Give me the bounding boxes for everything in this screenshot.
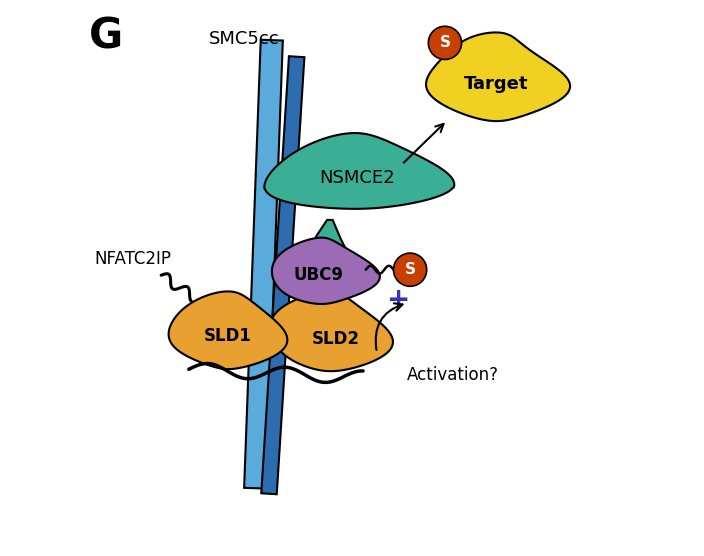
Polygon shape [310,220,355,281]
Text: +: + [387,286,410,314]
Text: SLD2: SLD2 [311,330,360,348]
Polygon shape [168,291,287,369]
Text: Activation?: Activation? [408,366,499,384]
Text: NFATC2IP: NFATC2IP [95,250,172,267]
Circle shape [428,26,462,59]
Polygon shape [265,133,454,209]
Text: SMC5cc: SMC5cc [209,31,279,48]
Polygon shape [244,39,283,489]
Text: SLD1: SLD1 [203,327,251,345]
Text: S: S [405,262,415,277]
Circle shape [394,253,427,286]
Text: Target: Target [464,76,528,93]
Polygon shape [270,291,393,371]
Text: G: G [89,15,123,57]
Polygon shape [272,237,380,304]
FancyArrowPatch shape [376,303,403,350]
Polygon shape [261,56,304,494]
Text: UBC9: UBC9 [294,266,344,284]
Polygon shape [426,32,570,121]
Text: S: S [439,36,451,51]
Text: NSMCE2: NSMCE2 [320,170,396,187]
